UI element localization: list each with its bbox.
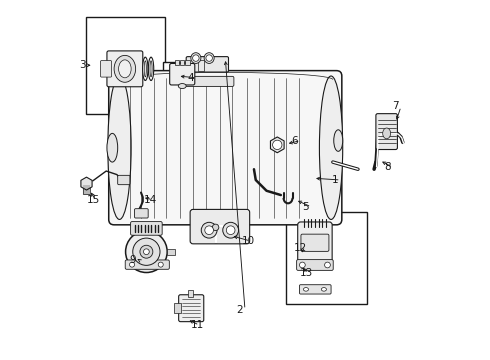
Ellipse shape	[383, 128, 391, 139]
Bar	[188, 290, 193, 297]
FancyBboxPatch shape	[109, 71, 342, 225]
FancyBboxPatch shape	[301, 234, 329, 251]
Bar	[186, 60, 190, 65]
Bar	[163, 62, 205, 108]
Bar	[286, 212, 367, 304]
Text: 15: 15	[87, 195, 100, 205]
Ellipse shape	[144, 61, 147, 77]
Ellipse shape	[321, 288, 326, 291]
Polygon shape	[270, 137, 284, 153]
Text: 4: 4	[188, 73, 194, 83]
FancyBboxPatch shape	[118, 175, 130, 185]
Ellipse shape	[114, 55, 136, 82]
Bar	[174, 303, 181, 314]
FancyBboxPatch shape	[190, 210, 250, 244]
Text: 5: 5	[302, 202, 309, 212]
FancyBboxPatch shape	[179, 295, 204, 321]
FancyBboxPatch shape	[298, 222, 332, 269]
FancyBboxPatch shape	[125, 260, 170, 269]
Text: 8: 8	[384, 162, 391, 172]
Circle shape	[129, 262, 135, 267]
Text: 12: 12	[294, 243, 307, 253]
FancyBboxPatch shape	[376, 114, 397, 149]
Text: 1: 1	[332, 175, 339, 185]
Ellipse shape	[191, 53, 201, 63]
Bar	[167, 249, 175, 255]
Ellipse shape	[334, 130, 343, 151]
FancyBboxPatch shape	[184, 76, 234, 86]
Circle shape	[299, 262, 305, 268]
Circle shape	[133, 238, 160, 265]
Circle shape	[158, 262, 163, 267]
Bar	[180, 60, 184, 65]
Ellipse shape	[150, 61, 152, 77]
Circle shape	[205, 226, 214, 235]
Ellipse shape	[319, 76, 343, 220]
Ellipse shape	[178, 84, 186, 89]
Ellipse shape	[148, 57, 154, 81]
FancyBboxPatch shape	[100, 60, 112, 77]
Circle shape	[324, 262, 330, 268]
Bar	[87, 17, 166, 114]
Ellipse shape	[204, 53, 214, 63]
Circle shape	[125, 231, 167, 273]
Text: 13: 13	[299, 268, 313, 278]
FancyBboxPatch shape	[186, 57, 228, 72]
Ellipse shape	[303, 288, 309, 291]
Ellipse shape	[108, 76, 131, 220]
Text: 9: 9	[129, 255, 136, 265]
Circle shape	[212, 224, 219, 230]
Bar	[175, 60, 179, 65]
Ellipse shape	[119, 60, 131, 78]
Text: 11: 11	[191, 320, 204, 330]
FancyBboxPatch shape	[170, 63, 195, 85]
Text: 10: 10	[242, 236, 254, 246]
Text: 7: 7	[392, 102, 399, 112]
Circle shape	[226, 226, 235, 235]
FancyBboxPatch shape	[107, 51, 143, 87]
Text: 3: 3	[79, 60, 86, 70]
Bar	[83, 184, 90, 194]
FancyBboxPatch shape	[299, 285, 331, 294]
Bar	[198, 60, 204, 71]
Circle shape	[206, 55, 212, 61]
Text: 6: 6	[292, 136, 298, 145]
Circle shape	[140, 245, 153, 258]
Circle shape	[223, 222, 239, 238]
FancyBboxPatch shape	[296, 260, 333, 270]
Ellipse shape	[107, 134, 118, 162]
Text: 2: 2	[236, 305, 243, 315]
Circle shape	[201, 222, 217, 238]
Ellipse shape	[143, 57, 148, 81]
Circle shape	[193, 55, 199, 61]
Circle shape	[144, 249, 149, 255]
Circle shape	[272, 140, 282, 149]
FancyBboxPatch shape	[131, 222, 162, 235]
Text: 14: 14	[144, 195, 157, 205]
Polygon shape	[81, 177, 92, 190]
FancyBboxPatch shape	[135, 209, 148, 218]
